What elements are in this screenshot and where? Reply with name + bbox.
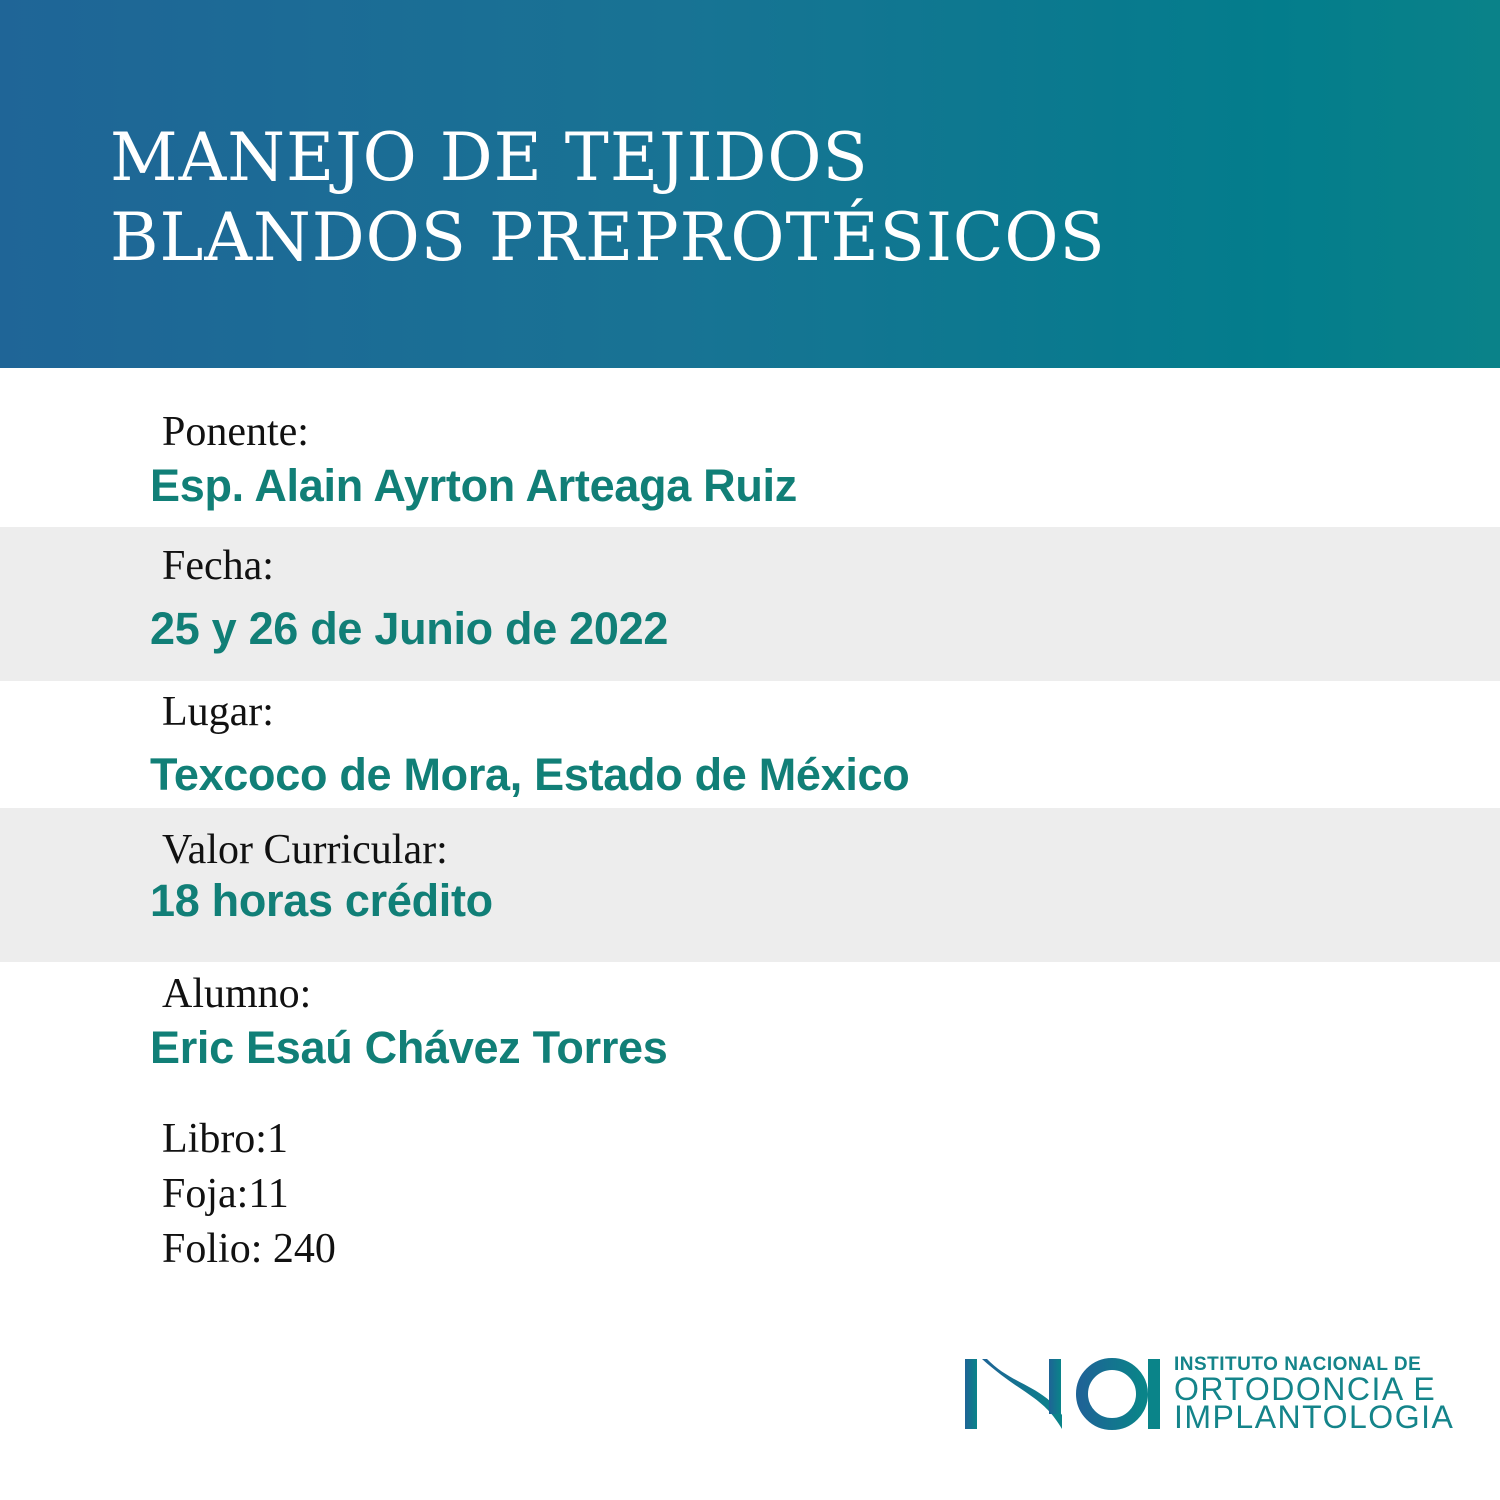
inoi-logo: INSTITUTO NACIONAL DE ORTODONCIA E IMPLA… [962,1354,1455,1435]
band-valor [0,808,1500,962]
foja: Foja:11 [162,1171,289,1217]
title-line-2: BLANDOS PREPROTÉSICOS [110,199,1106,276]
logo-line-3: IMPLANTOLOGIA [1174,1399,1455,1435]
ponente-value: Esp. Alain Ayrton Arteaga Ruiz [150,460,797,511]
libro: Libro:1 [162,1116,288,1162]
valor-value: 18 horas crédito [150,875,493,926]
header-banner: MANEJO DE TEJIDOS BLANDOS PREPROTÉSICOS [0,0,1500,368]
logo-line-2: ORTODONCIA E [1174,1371,1437,1407]
alumno-value: Eric Esaú Chávez Torres [150,1022,668,1073]
band-fecha [0,527,1500,681]
course-title: MANEJO DE TEJIDOS BLANDOS PREPROTÉSICOS [110,118,1106,278]
logo-line-1: INSTITUTO NACIONAL DE [1174,1354,1422,1375]
fecha-label: Fecha: [162,543,274,589]
alumno-label: Alumno: [162,971,312,1017]
logo-text: INSTITUTO NACIONAL DE ORTODONCIA E IMPLA… [1174,1354,1455,1435]
valor-label: Valor Curricular: [162,827,448,873]
fecha-value: 25 y 26 de Junio de 2022 [150,603,669,654]
inoi-mark-icon [965,1358,1160,1430]
ponente-label: Ponente: [162,409,309,455]
lugar-value: Texcoco de Mora, Estado de México [150,749,910,800]
lugar-label: Lugar: [162,689,274,735]
title-line-1: MANEJO DE TEJIDOS [110,119,869,196]
folio: Folio: 240 [162,1226,336,1272]
